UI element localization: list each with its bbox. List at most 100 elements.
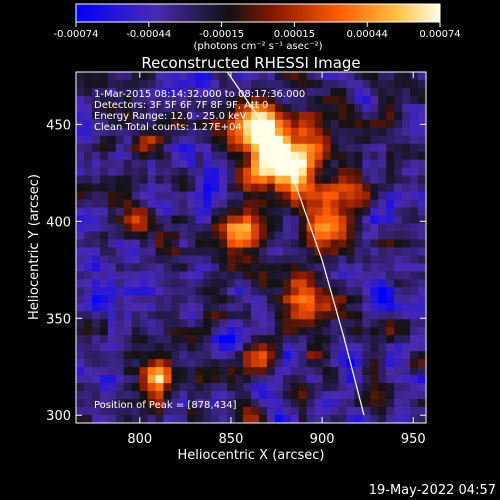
heatmap-cell [370, 191, 379, 201]
heatmap-cell [76, 183, 85, 193]
heatmap-cell [330, 247, 340, 257]
heatmap-cell [258, 335, 268, 344]
heatmap-cell [155, 263, 165, 273]
heatmap-cell [123, 239, 133, 249]
heatmap-cell [195, 247, 204, 257]
heatmap-cell [195, 399, 204, 408]
heatmap-cell [298, 255, 308, 265]
heatmap-cell [290, 231, 300, 241]
heatmap-cell [139, 335, 149, 344]
heatmap-cell [370, 335, 379, 344]
heatmap-cell [386, 295, 395, 304]
heatmap-cell [123, 72, 133, 81]
heatmap-cell [362, 327, 371, 336]
heatmap-cell [386, 135, 395, 145]
heatmap-cell [243, 239, 252, 249]
heatmap-cell [243, 143, 252, 153]
heatmap-cell [354, 383, 363, 392]
heatmap-cell [314, 167, 324, 177]
heatmap-cell [362, 119, 371, 129]
heatmap-cell [306, 279, 316, 288]
heatmap-cell [370, 279, 379, 288]
heatmap-cell [187, 72, 196, 81]
heatmap-cell [115, 359, 125, 368]
heatmap-cell [322, 111, 332, 121]
heatmap-cell [123, 415, 133, 423]
heatmap-cell [235, 319, 244, 328]
heatmap-cell [386, 95, 395, 105]
heatmap-cell [187, 223, 196, 233]
heatmap-cell [251, 263, 260, 273]
heatmap-cell [227, 135, 236, 145]
heatmap-cell [211, 135, 220, 145]
heatmap-cell [418, 191, 426, 201]
heatmap-cell [410, 383, 419, 392]
heatmap-cell [219, 343, 228, 352]
heatmap-cell [115, 72, 125, 81]
heatmap-cell [219, 231, 228, 241]
colorbar-ticks: -0.00074 -0.00044 -0.00015 0.00015 0.00044 0.… [54, 22, 461, 40]
heatmap-cell [115, 335, 125, 344]
heatmap-cell [362, 359, 371, 368]
heatmap-cell [394, 223, 403, 233]
heatmap-cell [219, 311, 228, 320]
heatmap-cell [91, 319, 101, 328]
heatmap-cell [394, 231, 403, 241]
heatmap-cell [402, 415, 411, 423]
heatmap-cell [99, 375, 109, 384]
heatmap-cell [139, 191, 149, 201]
heatmap-cell [258, 135, 268, 145]
heatmap-cell [274, 351, 284, 360]
heatmap-cell [227, 103, 236, 113]
heatmap-cell [211, 327, 220, 336]
heatmap-cell [290, 87, 300, 97]
heatmap-cell [235, 159, 244, 169]
heatmap-cell [235, 311, 244, 320]
heatmap-cell [219, 199, 228, 209]
heatmap-cell [155, 151, 165, 161]
heatmap-cell [274, 223, 284, 233]
heatmap-cell [131, 231, 141, 241]
heatmap-cell [322, 175, 332, 185]
heatmap-cell [171, 159, 180, 169]
heatmap-cell [243, 111, 252, 121]
heatmap-cell [195, 415, 204, 423]
heatmap-cell [282, 103, 292, 113]
heatmap-cell [91, 287, 101, 296]
heatmap-cell [195, 159, 204, 169]
heatmap-cell [163, 343, 173, 352]
heatmap-cell [274, 247, 284, 257]
heatmap-cell [418, 223, 426, 233]
heatmap-cell [171, 79, 180, 89]
heatmap-cell [187, 367, 196, 376]
heatmap-cell [211, 79, 220, 89]
heatmap-cell [147, 95, 157, 105]
heatmap-cell [386, 415, 395, 423]
heatmap-cell [290, 215, 300, 225]
heatmap-cell [219, 407, 228, 416]
heatmap-cell [338, 311, 348, 320]
heatmap-cell [354, 263, 363, 273]
heatmap-cell [235, 79, 244, 89]
heatmap-cell [282, 295, 292, 304]
heatmap-cell [243, 79, 252, 89]
heatmap-cell [76, 391, 85, 400]
heatmap-cell [362, 87, 371, 97]
heatmap-cell [147, 231, 157, 241]
heatmap-cell [410, 159, 419, 169]
heatmap-cell [338, 143, 348, 153]
heatmap-cell [243, 383, 252, 392]
heatmap-cell [139, 143, 149, 153]
heatmap-cell [330, 271, 340, 281]
heatmap-cell [418, 103, 426, 113]
heatmap-cell [195, 359, 204, 368]
heatmap-cell [115, 399, 125, 408]
heatmap-cell [402, 135, 411, 145]
heatmap-cell [211, 319, 220, 328]
heatmap-cell [107, 199, 117, 209]
heatmap-cell [266, 231, 276, 241]
heatmap-cell [266, 295, 276, 304]
heatmap-cell [266, 79, 276, 89]
heatmap-cell [155, 415, 165, 423]
heatmap-cell [243, 311, 252, 320]
